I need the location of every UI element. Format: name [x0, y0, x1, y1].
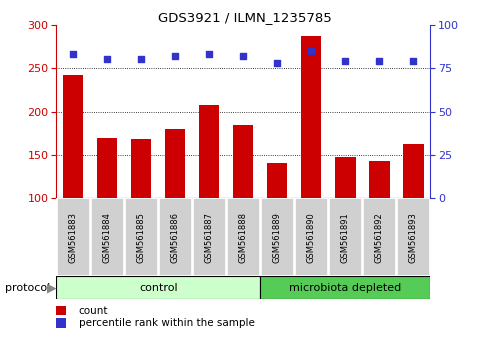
- Text: GSM561885: GSM561885: [137, 212, 145, 263]
- Bar: [402, 144, 423, 198]
- Bar: [165, 129, 185, 198]
- Text: count: count: [79, 306, 108, 316]
- Bar: [159, 198, 191, 276]
- Text: GSM561887: GSM561887: [204, 212, 213, 263]
- Point: [69, 51, 77, 57]
- Bar: [57, 198, 89, 276]
- Text: control: control: [139, 282, 177, 293]
- Text: protocol: protocol: [5, 282, 50, 293]
- Text: GSM561886: GSM561886: [170, 212, 180, 263]
- Bar: [97, 137, 117, 198]
- Point: [375, 58, 383, 64]
- Bar: [328, 198, 361, 276]
- Text: GSM561893: GSM561893: [408, 212, 417, 263]
- Bar: [56, 318, 66, 328]
- Text: GSM561890: GSM561890: [306, 212, 315, 263]
- Text: GSM561891: GSM561891: [340, 212, 349, 263]
- Bar: [334, 158, 355, 198]
- Bar: [362, 198, 395, 276]
- Point: [137, 57, 145, 62]
- Bar: [226, 198, 259, 276]
- Point: [239, 53, 246, 59]
- Text: GSM561889: GSM561889: [272, 212, 281, 263]
- Bar: [193, 198, 225, 276]
- Text: percentile rank within the sample: percentile rank within the sample: [79, 318, 254, 329]
- Point: [307, 48, 315, 53]
- Bar: [56, 306, 66, 315]
- Point: [103, 57, 111, 62]
- Bar: [131, 139, 151, 198]
- Text: ▶: ▶: [46, 281, 56, 294]
- Bar: [261, 198, 293, 276]
- Text: microbiota depleted: microbiota depleted: [288, 282, 401, 293]
- Bar: [199, 105, 219, 198]
- Bar: [233, 125, 253, 198]
- Bar: [294, 198, 327, 276]
- Point: [171, 53, 179, 59]
- Bar: [56, 276, 260, 299]
- Point: [205, 51, 213, 57]
- Bar: [396, 198, 429, 276]
- Text: GSM561892: GSM561892: [374, 212, 383, 263]
- Point: [341, 58, 348, 64]
- Bar: [124, 198, 157, 276]
- Text: GSM561888: GSM561888: [238, 212, 247, 263]
- Bar: [301, 36, 321, 198]
- Point: [408, 58, 416, 64]
- Point: [273, 60, 281, 66]
- Bar: [63, 75, 83, 198]
- Bar: [260, 276, 429, 299]
- Bar: [368, 161, 389, 198]
- Bar: [91, 198, 123, 276]
- Text: GDS3921 / ILMN_1235785: GDS3921 / ILMN_1235785: [157, 11, 331, 24]
- Text: GSM561883: GSM561883: [69, 212, 78, 263]
- Text: GSM561884: GSM561884: [102, 212, 112, 263]
- Bar: [266, 163, 287, 198]
